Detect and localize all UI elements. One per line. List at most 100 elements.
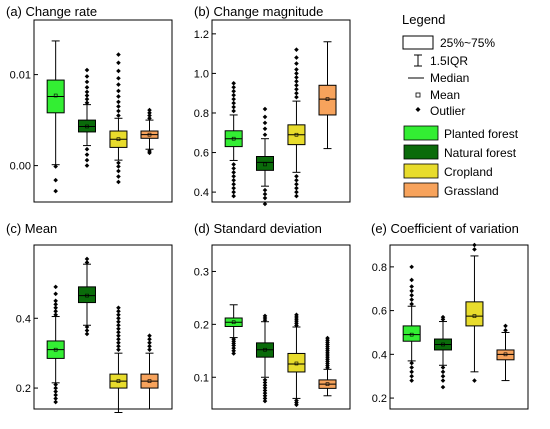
mean-marker [409,332,414,337]
mean-marker [85,124,89,129]
outlier-point [116,174,121,179]
legend-mean-label: Mean [430,88,460,102]
y-tick-label: 0.4 [194,187,209,199]
box-iqr [77,286,96,304]
y-tick-label: 0.8 [372,262,387,274]
outlier-point [116,308,121,314]
legend-outlier-symbol [415,107,421,112]
box-natural-forest [255,106,274,207]
outlier-point [472,242,477,248]
outlier-point [409,284,414,289]
outlier-point [440,369,446,375]
outlier-point [472,247,477,252]
box-grassland [318,41,337,150]
y-tick-label: 0.3 [194,266,209,278]
mean-marker [116,379,121,383]
outlier-point [440,378,446,383]
outlier-point [294,173,299,179]
mean-marker [325,97,330,101]
outlier-point [262,385,268,391]
outlier-point [116,108,121,114]
outlier-point [147,110,152,116]
y-tick-label: 0.2 [16,383,31,395]
outlier-point [147,107,152,113]
outlier-point [116,82,121,87]
mean-marker [263,347,267,352]
outlier-point [231,104,236,110]
box-grassland [140,107,159,156]
legend-swatch-grassland [403,182,439,198]
outlier-point [116,99,121,105]
outlier-point [294,181,299,187]
outlier-point [262,195,268,201]
legend-label-planted-forest: Planted forest [444,127,519,141]
outlier-point [53,399,58,405]
panel-title: (d) Standard deviation [194,221,322,236]
legend-outlier-label: Outlier [430,104,465,118]
outlier-point [294,193,299,199]
outlier-point [294,82,299,88]
box-iqr [402,325,421,342]
outlier-point [116,113,121,118]
outlier-point [116,340,121,346]
outlier-point [84,260,90,265]
legend-whisker-symbol [414,54,422,67]
box-cropland [287,312,306,408]
outlier-point [262,388,268,393]
legend-mean-symbol [415,92,421,98]
legend-swatch-cropland [403,163,439,179]
outlier-point [409,373,414,379]
outlier-point [84,146,90,152]
outlier-point [231,189,236,195]
box-cropland [287,47,306,199]
outlier-point [294,90,299,96]
outlier-point [440,373,446,379]
outlier-point [231,170,236,175]
y-tick-label: 0.6 [372,306,387,318]
outlier-point [409,360,414,366]
outlier-point [53,396,58,401]
box-planted-forest [46,40,65,194]
outlier-point [147,113,152,118]
box-iqr [496,349,515,361]
mean-marker [147,379,152,383]
outlier-point [294,61,299,66]
box-planted-forest [46,284,65,405]
outlier-point [147,115,152,121]
outlier-point [262,380,268,385]
outlier-point [53,177,58,183]
outlier-point [440,314,446,320]
panel-change-rate: (a) Change rate 0.00 0.01 [6,4,173,203]
outlier-point [84,256,90,262]
outlier-point [116,168,121,174]
outlier-point [231,351,236,356]
outlier-point [262,393,268,399]
outlier-point [53,392,58,398]
outlier-point [503,327,508,333]
outlier-point [84,328,90,333]
outlier-point [53,308,58,314]
legend-label-natural-forest: Natural forest [444,146,517,160]
outlier-point [231,162,236,167]
box-natural-forest [77,256,96,337]
panel-coefficient-of-variation: (e) Coefficient of variation 0.2 0.4 0.6 0.8 [371,221,529,410]
outlier-point [84,93,90,98]
outlier-point [262,106,268,112]
outlier-point [116,343,121,349]
mean-marker [503,352,508,357]
outlier-point [231,88,236,94]
outlier-point [84,89,90,95]
outlier-point [409,365,414,370]
box-planted-forest [224,304,243,356]
mean-marker [231,320,236,325]
outlier-point [231,343,236,348]
outlier-point [147,340,152,346]
outlier-point [53,164,58,169]
panel-title: (a) Change rate [6,4,97,19]
outlier-point [231,173,236,179]
outlier-point [116,312,121,318]
outlier-point [231,108,236,114]
outlier-point [231,185,236,191]
plot-frame [389,244,529,410]
legend-box-label: 25%~75% [440,36,495,50]
